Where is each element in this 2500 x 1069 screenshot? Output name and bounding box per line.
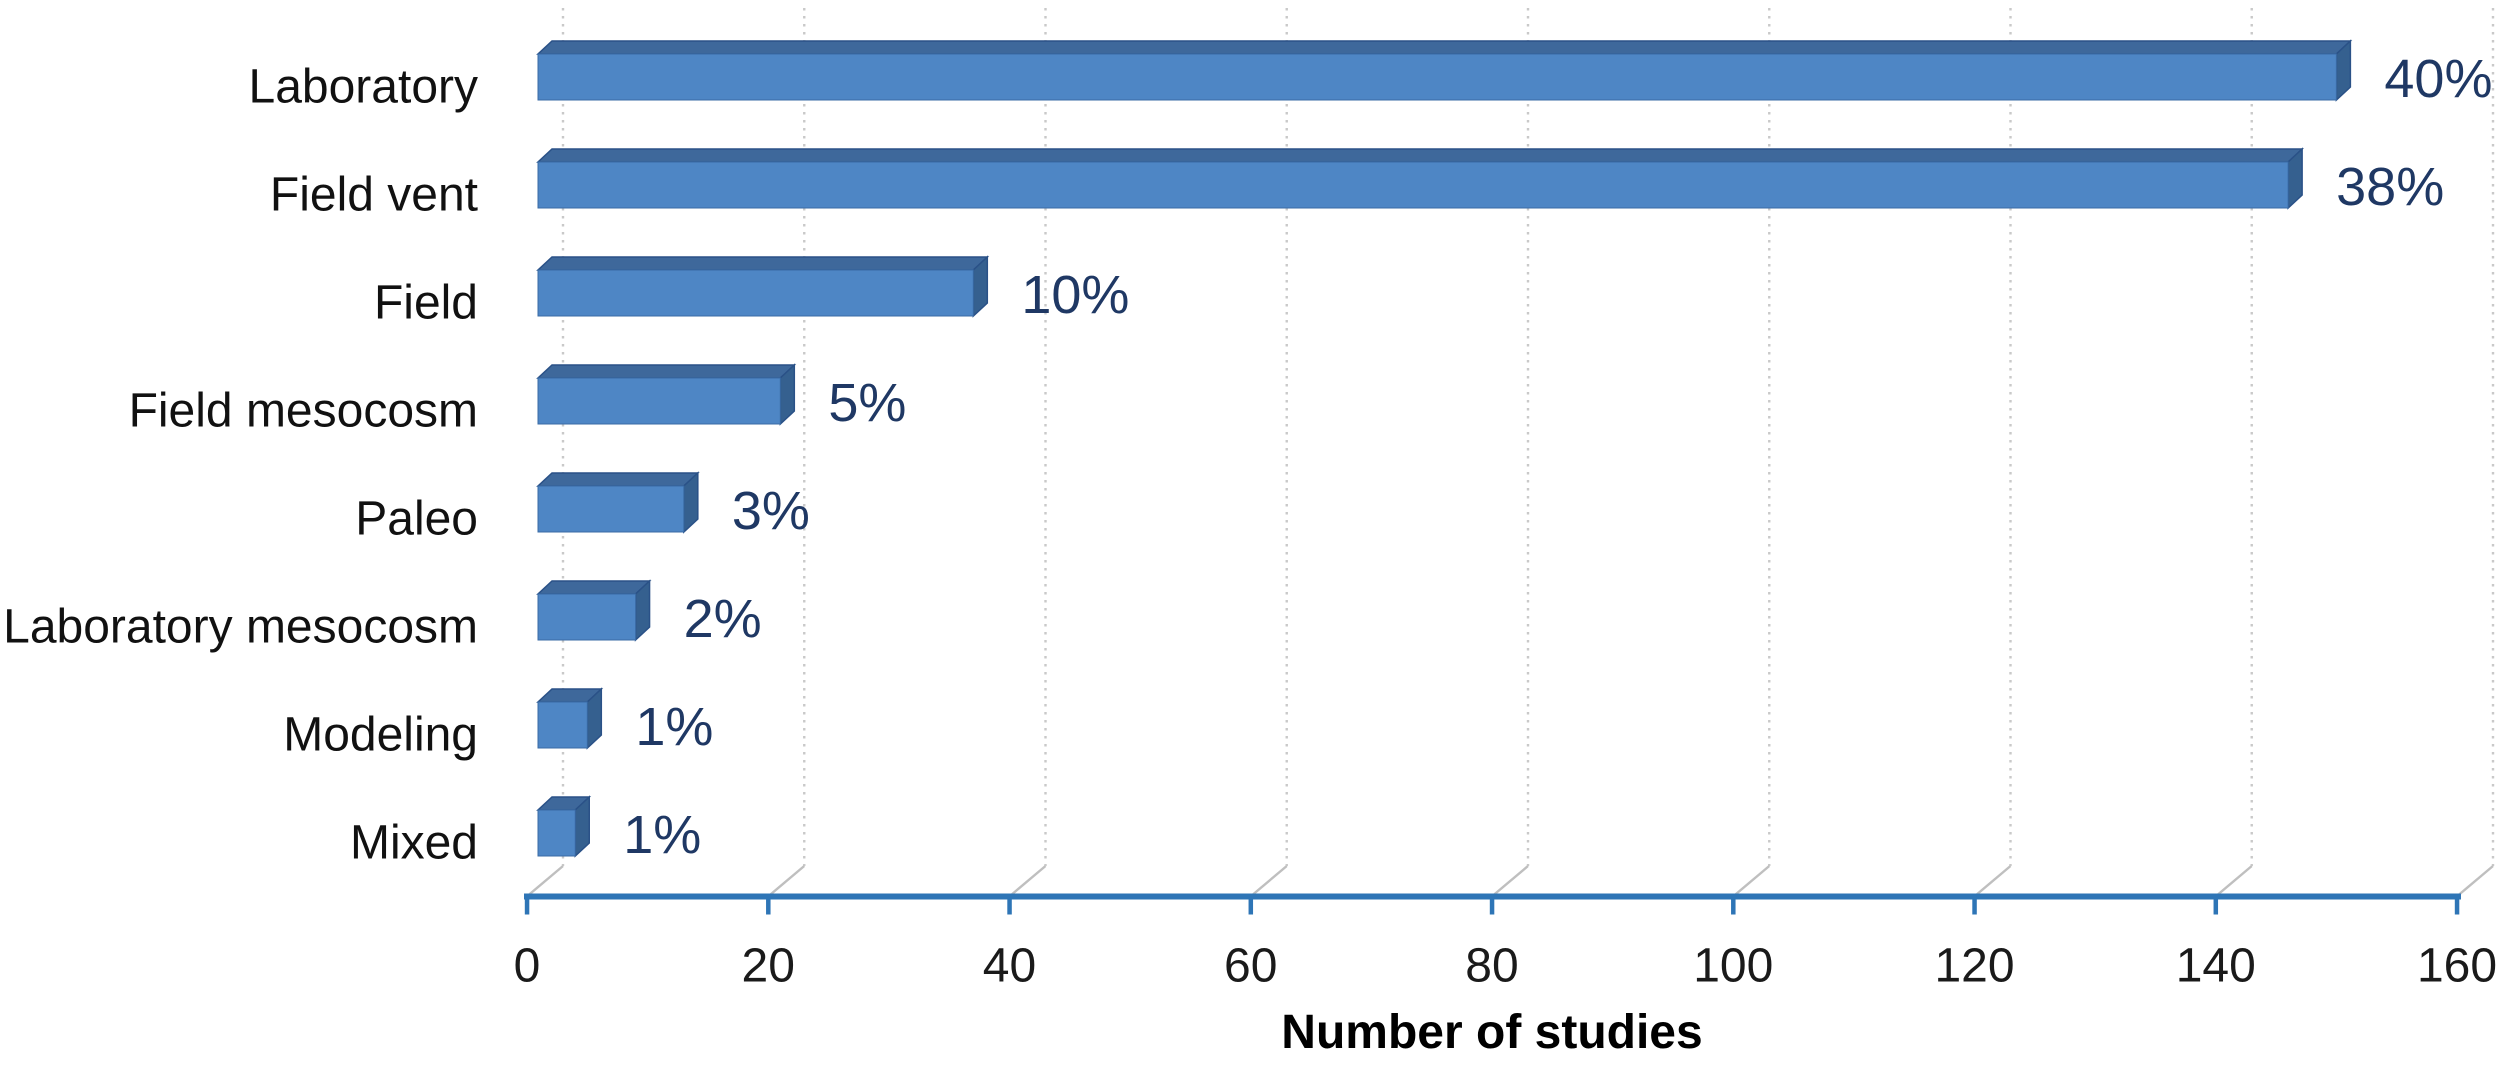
bar-group <box>536 471 700 534</box>
bar-top-face <box>536 580 652 595</box>
category-label: Mixed <box>350 817 478 870</box>
bar-top-face <box>536 148 2305 163</box>
category-label: Field <box>374 277 478 330</box>
category-label: Field vent <box>270 169 478 222</box>
x-tick-label: 60 <box>1224 940 1277 993</box>
data-label: 1% <box>635 697 713 757</box>
x-tick <box>1489 899 1495 915</box>
x-tick-label: 80 <box>1465 940 1518 993</box>
bar-front-face <box>537 701 588 749</box>
data-label: 1% <box>623 805 701 865</box>
gridline-foot <box>1733 865 1771 897</box>
x-tick <box>2213 899 2219 915</box>
bar-top-face <box>536 40 2353 55</box>
gridline-foot <box>2215 865 2253 897</box>
category-label: Paleo <box>355 493 478 546</box>
bar-front-face <box>537 269 974 317</box>
bar-front-face <box>537 593 637 641</box>
bar-group <box>536 255 990 318</box>
bars-layer <box>536 39 2353 858</box>
bar-front-face <box>537 53 2337 101</box>
gridline-foot <box>527 865 564 897</box>
x-tick-label: 160 <box>2417 940 2497 993</box>
gridlines-layer <box>527 8 2495 897</box>
x-tick <box>1007 899 1012 915</box>
data-label: 2% <box>684 589 762 649</box>
gridline-foot <box>2457 865 2494 897</box>
gridline-foot <box>1250 865 1288 897</box>
x-tick-label: 120 <box>1934 940 2014 993</box>
data-label: 3% <box>732 481 810 541</box>
bar-top-face <box>536 364 797 379</box>
x-tick-label: 100 <box>1693 940 1773 993</box>
bar-group <box>536 687 604 750</box>
bar-top-face <box>536 256 990 271</box>
bar-front-face <box>537 809 576 857</box>
x-tick <box>766 899 771 915</box>
data-label: 10% <box>1021 265 1129 325</box>
gridline-foot <box>1974 865 2012 897</box>
category-label: Modeling <box>283 709 478 762</box>
labels-layer: 0 20 40 60 80 100 120 140 160 Laboratory 40% Field … <box>3 49 2497 993</box>
x-axis-title: Number of studies <box>1281 1006 1702 1059</box>
x-tick <box>1248 899 1254 915</box>
bar-group <box>536 795 592 858</box>
bar-front-face <box>537 161 2289 209</box>
x-tick <box>2454 899 2460 915</box>
bar-front-face <box>537 485 685 533</box>
bar-front-face <box>537 377 781 425</box>
bar-group <box>536 147 2305 210</box>
data-label: 5% <box>828 373 906 433</box>
bar-group <box>536 579 652 642</box>
x-tick-label: 40 <box>983 940 1036 993</box>
bar-group <box>536 363 797 426</box>
x-axis-line <box>524 893 2461 900</box>
data-label: 38% <box>2336 157 2444 217</box>
bar-top-face <box>536 472 700 487</box>
x-axis-layer <box>524 893 2461 915</box>
x-tick <box>1731 899 1736 915</box>
x-tick <box>1972 899 1977 915</box>
x-tick-label: 140 <box>2176 940 2256 993</box>
gridline-foot <box>1009 865 1047 897</box>
x-tick-label: 20 <box>742 940 795 993</box>
category-label: Laboratory mesocosm <box>3 601 478 654</box>
gridline-foot <box>1492 865 1529 897</box>
data-label: 40% <box>2384 49 2492 109</box>
gridline-foot <box>768 865 806 897</box>
category-label: Laboratory <box>249 61 478 114</box>
bar-group <box>536 39 2353 102</box>
x-tick <box>524 899 530 915</box>
category-label: Field mesocosm <box>129 385 478 438</box>
x-tick-label: 0 <box>514 940 541 993</box>
